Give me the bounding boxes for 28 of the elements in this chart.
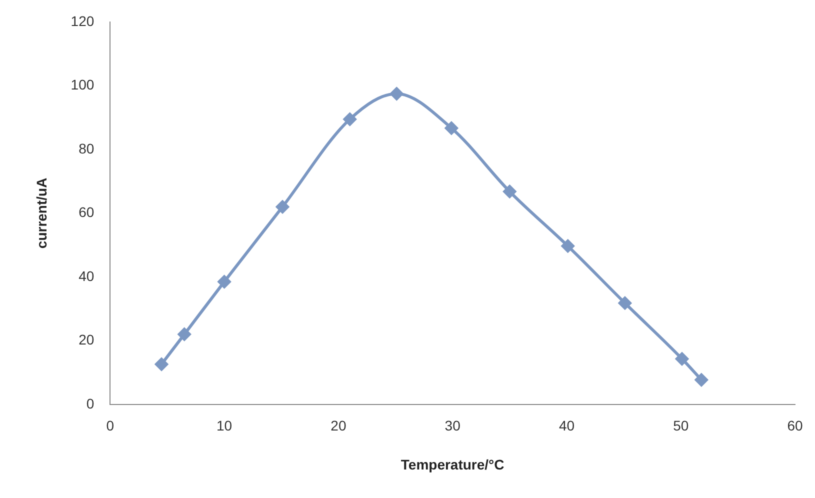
y-tick-label: 60 (78, 204, 94, 220)
point (694, 373, 708, 386)
x-tick-label: 50 (673, 418, 689, 434)
x-tick-label: 20 (330, 418, 346, 434)
point (343, 112, 356, 126)
point (561, 240, 574, 253)
y-tick-label: 100 (70, 76, 94, 93)
y-axis-title: current/uA (33, 178, 50, 249)
point (390, 87, 404, 100)
point (218, 275, 231, 288)
point (676, 352, 688, 366)
x-tick-label: 40 (558, 418, 575, 434)
point (503, 185, 516, 198)
x-tick-label: 10 (216, 418, 232, 434)
point (618, 296, 632, 310)
x-axis-title: Temperature/°C (400, 456, 504, 472)
x-tick-label: 60 (787, 418, 803, 434)
y-tick-label: 40 (78, 268, 94, 284)
y-tick-label: 20 (78, 332, 94, 348)
y-tick-label: 0 (86, 395, 94, 412)
x-tick-label: 0 (106, 418, 114, 434)
point (178, 328, 191, 341)
point (444, 122, 458, 135)
point (276, 200, 290, 214)
x-tick-label: 30 (444, 418, 461, 434)
point (155, 358, 168, 371)
y-tick-label: 120 (70, 12, 94, 29)
y-tick-label: 80 (78, 140, 94, 156)
